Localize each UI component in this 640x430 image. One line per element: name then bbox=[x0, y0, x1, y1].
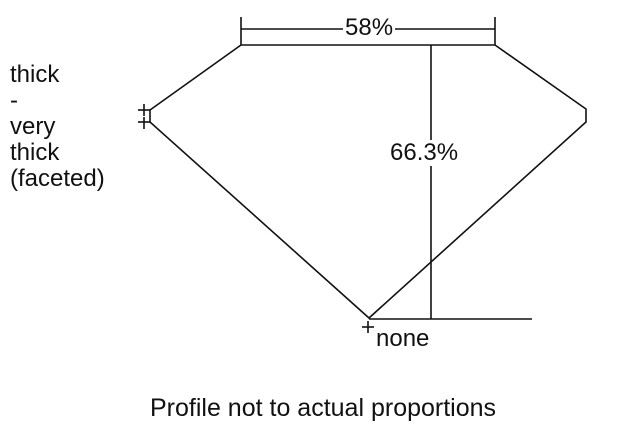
girdle-label-line: - bbox=[10, 87, 18, 114]
girdle-label: thick - very thick (faceted) bbox=[10, 62, 150, 192]
girdle-label-line: thick bbox=[10, 139, 60, 166]
girdle-label-line: very bbox=[10, 113, 56, 140]
culet-label: none bbox=[376, 325, 430, 352]
caption: Profile not to actual proportions bbox=[150, 394, 497, 422]
culet-marker-icon bbox=[362, 321, 374, 333]
girdle-marker-icon bbox=[138, 104, 150, 129]
gem-outline bbox=[149, 44, 587, 320]
girdle-label-line: (faceted) bbox=[10, 165, 105, 192]
table-percent-label: 58% bbox=[343, 14, 396, 41]
girdle-label-line: thick bbox=[10, 61, 60, 88]
depth-percent-label: 66.3% bbox=[390, 139, 459, 166]
